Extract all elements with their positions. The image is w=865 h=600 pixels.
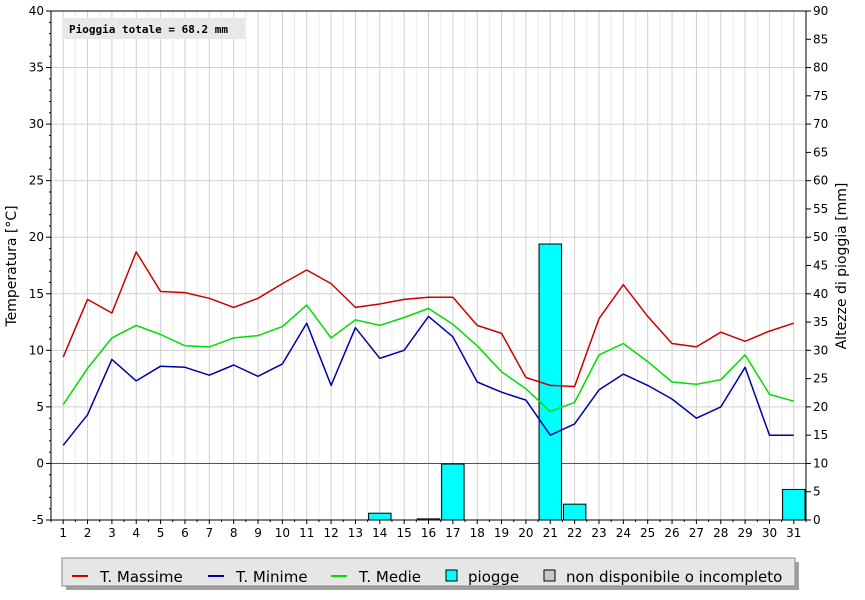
- y-right-tick-label: 85: [813, 32, 828, 46]
- series-line-0: [62, 251, 795, 388]
- x-tick-label: 27: [689, 526, 704, 540]
- rain-bar-day-22: [562, 503, 587, 521]
- x-tick-label: 10: [275, 526, 290, 540]
- x-tick-label: 20: [518, 526, 533, 540]
- x-tick-label: 17: [445, 526, 460, 540]
- x-tick-label: 1: [59, 526, 67, 540]
- x-tick-label: 14: [372, 526, 387, 540]
- y-left-tick-label: 10: [29, 343, 44, 357]
- legend: T. Massime T. Minime T. Medie piogge non dis…: [61, 557, 799, 590]
- x-tick-label: 2: [84, 526, 92, 540]
- y-axis-right-label: Altezze di pioggia [mm]: [834, 183, 850, 350]
- series-line-1: [62, 315, 794, 446]
- y-right-tick-label: 40: [813, 287, 828, 301]
- x-tick-label: 28: [713, 526, 728, 540]
- x-tick-label: 24: [616, 526, 631, 540]
- y-right-tick-label: 45: [813, 259, 828, 273]
- x-tick-label: 26: [664, 526, 679, 540]
- x-tick-label: 18: [470, 526, 485, 540]
- rain-bars: [368, 243, 806, 521]
- y-right-tick-label: 80: [813, 61, 828, 75]
- y-axis-left-label: Temperatura [°C]: [4, 205, 20, 327]
- x-tick-label: 21: [543, 526, 558, 540]
- x-tick-label: 12: [323, 526, 338, 540]
- annotation-box: Pioggia totale = 68.2 mm: [63, 18, 245, 39]
- x-tick-label: 19: [494, 526, 509, 540]
- y-right-tick-label: 90: [813, 4, 828, 18]
- y-right-tick-label: 25: [813, 372, 828, 386]
- y-left-tick-label: -5: [32, 513, 44, 527]
- y-right-tick-label: 75: [813, 89, 828, 103]
- y-right-tick-label: 60: [813, 174, 828, 188]
- x-tick-label: 3: [108, 526, 116, 540]
- series-line-2: [62, 304, 795, 413]
- y-right-tick-label: 20: [813, 400, 828, 414]
- rain-bar-day-21: [538, 243, 562, 521]
- legend-label-1: T. Minime: [235, 568, 308, 586]
- x-tick-label: 25: [640, 526, 655, 540]
- y-left-tick-label: 5: [36, 400, 44, 414]
- y-left-tick-label: 0: [36, 456, 44, 470]
- rain-bar-day-31: [782, 488, 806, 521]
- legend-label-4: non disponibile o incompleto: [566, 568, 782, 586]
- legend-label-3: piogge: [468, 568, 519, 586]
- x-tick-label: 5: [157, 526, 165, 540]
- legend-swatch-4: [543, 569, 556, 582]
- y-left-tick-label: 40: [29, 4, 44, 18]
- y-right-tick-label: 55: [813, 202, 828, 216]
- x-tick-label: 8: [230, 526, 238, 540]
- x-tick-label: 13: [348, 526, 363, 540]
- grid: [50, 10, 807, 521]
- y-right-tick-label: 0: [813, 513, 821, 527]
- x-tick-label: 11: [299, 526, 314, 540]
- y-left-tick-label: 20: [29, 230, 44, 244]
- x-tick-label: 23: [591, 526, 606, 540]
- x-tick-label: 29: [737, 526, 752, 540]
- rain-bar-day-17: [441, 463, 465, 521]
- y-right-tick-label: 70: [813, 117, 828, 131]
- y-right-tick-label: 10: [813, 456, 828, 470]
- y-left-tick-label: 30: [29, 117, 44, 131]
- x-tick-label: 7: [205, 526, 213, 540]
- legend-swatch-3: [445, 569, 458, 582]
- y-right-tick-label: 5: [813, 485, 821, 499]
- rain-bar-day-14: [368, 512, 392, 521]
- x-tick-label: 4: [132, 526, 140, 540]
- legend-label-0: T. Massime: [99, 568, 183, 586]
- x-tick-label: 30: [762, 526, 777, 540]
- y-left-tick-label: 35: [29, 61, 44, 75]
- x-tick-label: 16: [421, 526, 436, 540]
- y-left-tick-label: 15: [29, 287, 44, 301]
- x-tick-label: 22: [567, 526, 582, 540]
- y-right-tick-label: 35: [813, 315, 828, 329]
- x-tick-label: 6: [181, 526, 189, 540]
- y-right-tick-label: 30: [813, 343, 828, 357]
- temperature-lines: [62, 251, 795, 446]
- y-right-tick-label: 65: [813, 145, 828, 159]
- x-tick-label: 31: [786, 526, 801, 540]
- legend-label-2: T. Medie: [358, 568, 421, 586]
- rain-total-annotation: Pioggia totale = 68.2 mm: [69, 23, 228, 36]
- y-right-tick-label: 50: [813, 230, 828, 244]
- y-left-tick-label: 25: [29, 174, 44, 188]
- x-tick-label: 15: [397, 526, 412, 540]
- x-tick-label: 9: [254, 526, 262, 540]
- axis-ticks: 1 2 3 4 5 6 7 8 9 10 11 12 13 14 15 16 17 18 19 20 21 22 23 24 2…: [29, 4, 829, 540]
- y-right-tick-label: 15: [813, 428, 828, 442]
